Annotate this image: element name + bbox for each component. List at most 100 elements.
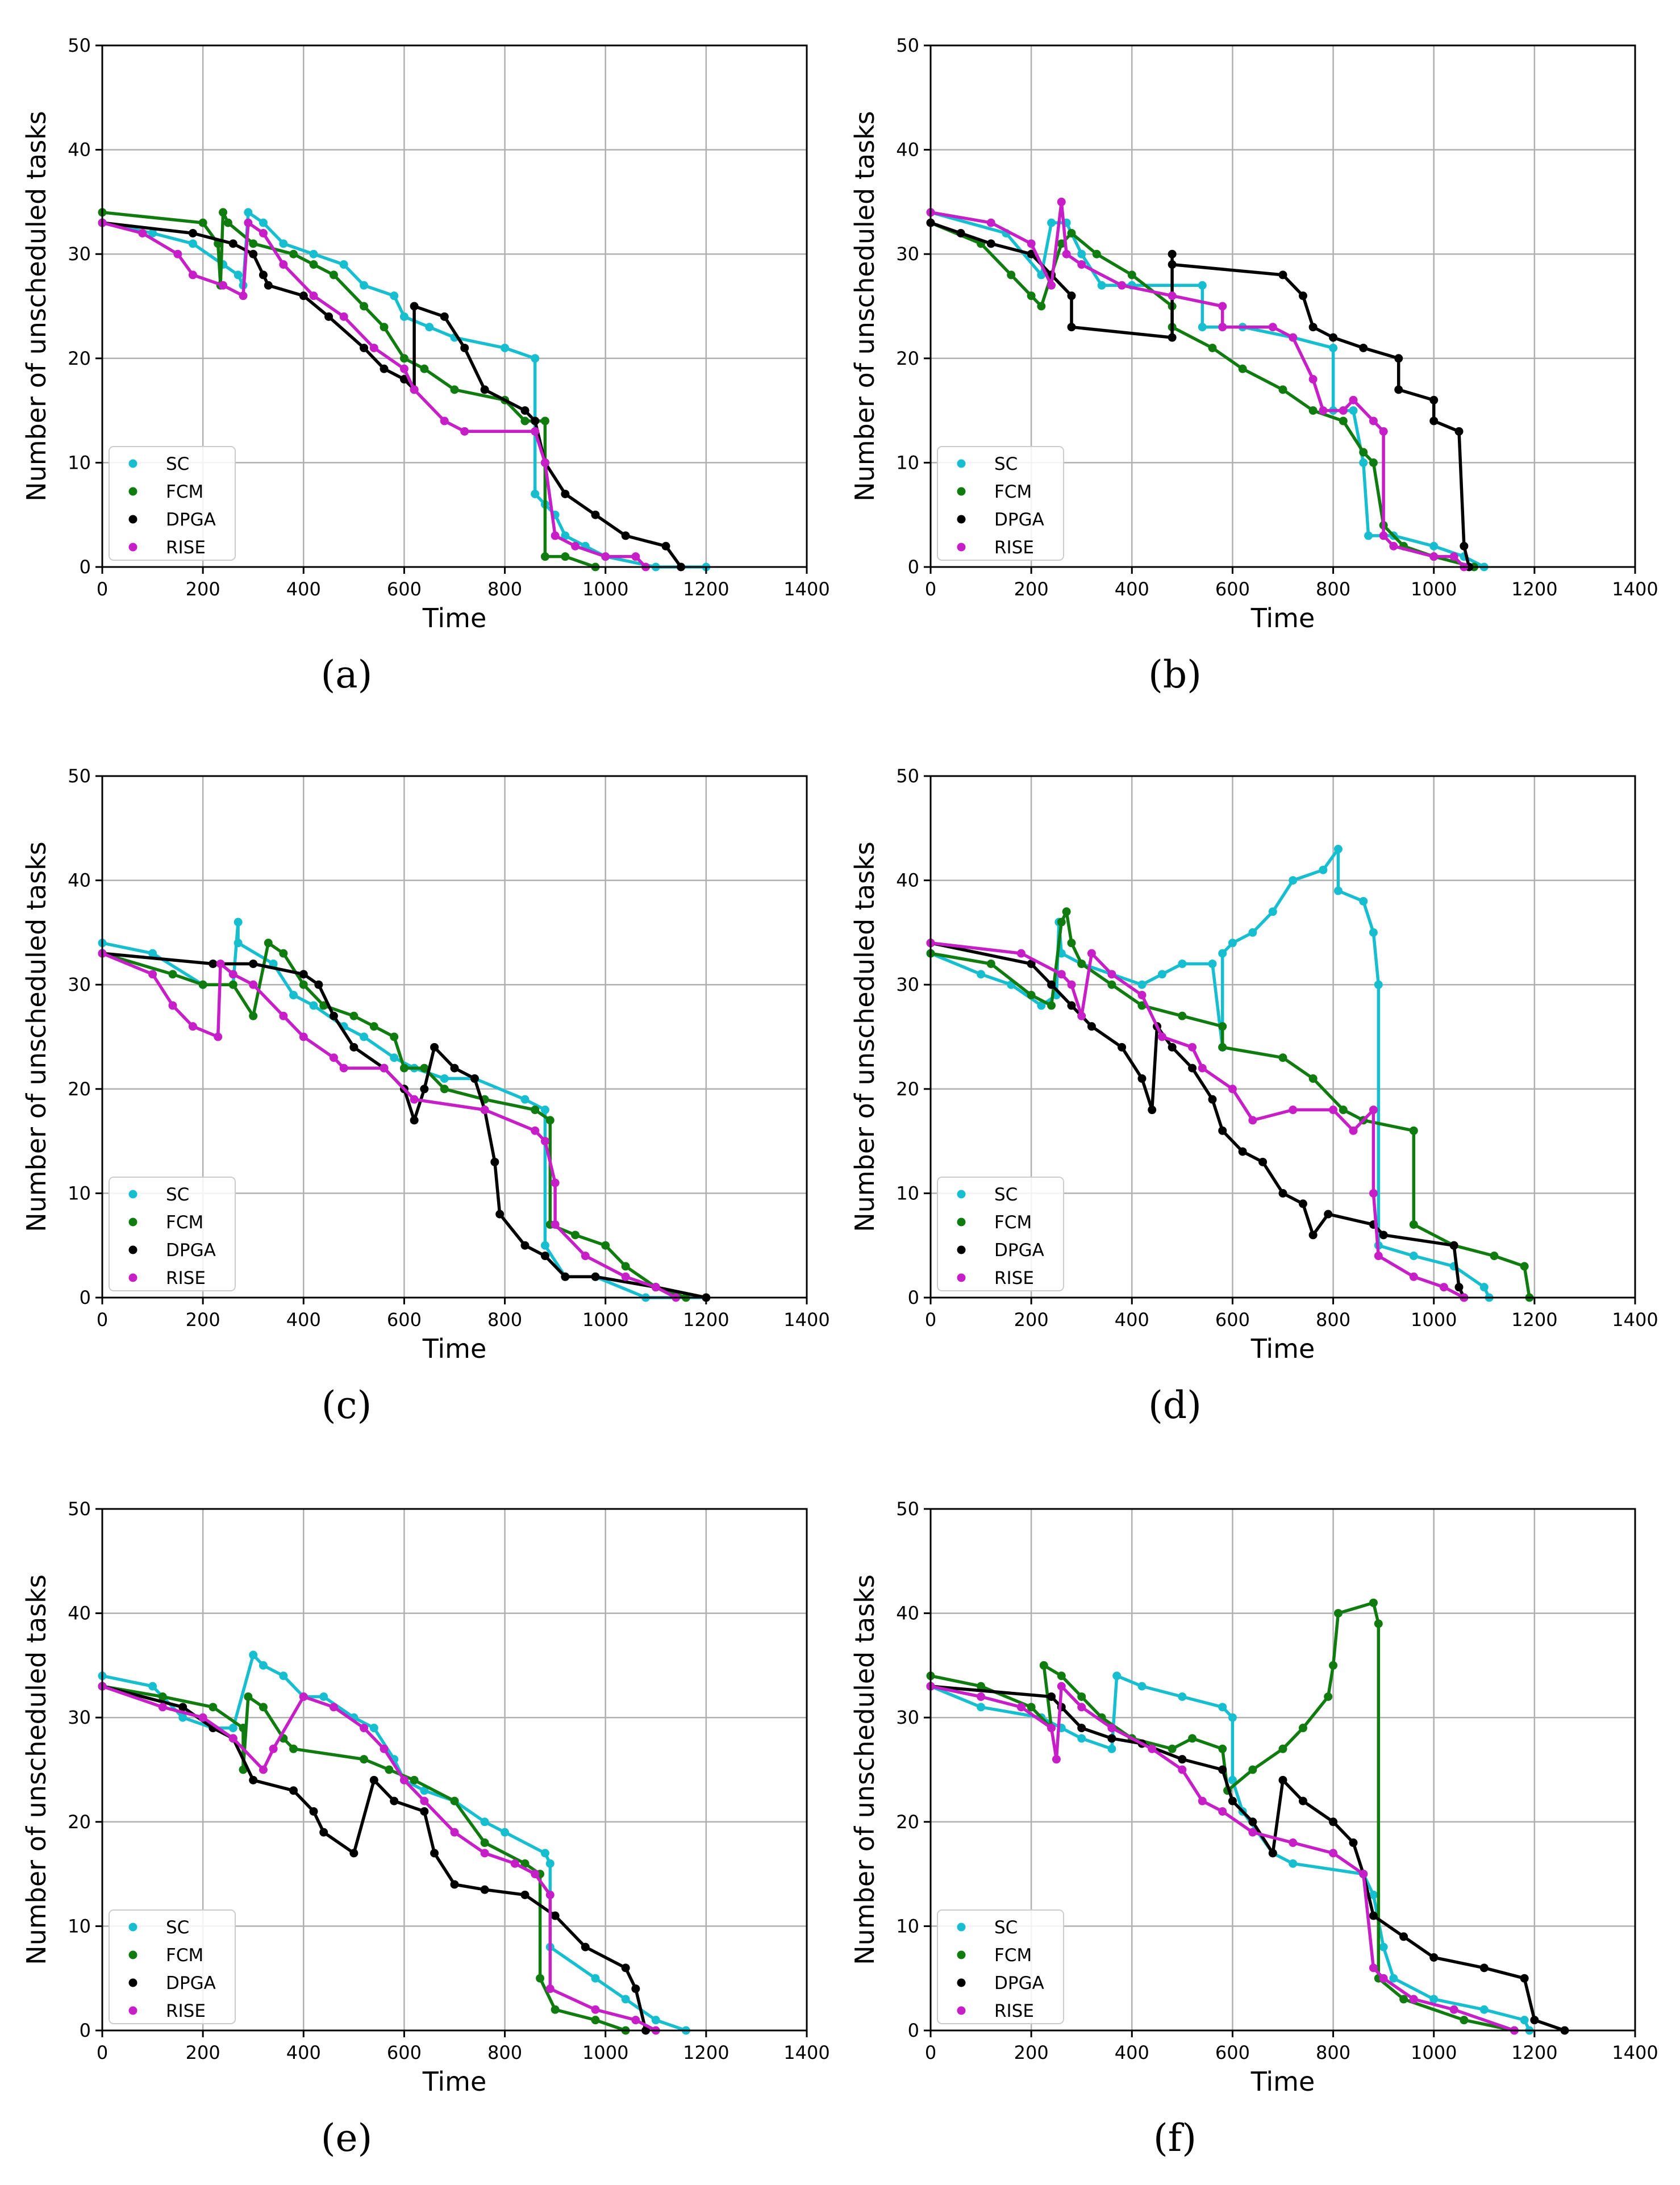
data-point-rise xyxy=(1268,323,1277,332)
x-tick-label: 600 xyxy=(387,578,422,600)
data-point-dpga xyxy=(1460,541,1469,551)
x-tick-label: 0 xyxy=(97,2042,108,2063)
data-point-rise xyxy=(1389,541,1398,551)
y-tick-label: 50 xyxy=(68,1498,91,1520)
data-point-rise xyxy=(545,1890,555,1899)
data-point-sc xyxy=(591,1974,600,1983)
data-point-fcm xyxy=(410,1775,419,1784)
data-point-sc xyxy=(1112,1671,1122,1681)
legend-box xyxy=(109,1909,236,2024)
data-point-fcm xyxy=(1057,918,1066,927)
data-point-rise xyxy=(531,427,540,436)
data-point-rise xyxy=(1379,427,1388,436)
data-point-fcm xyxy=(289,1744,298,1753)
data-point-fcm xyxy=(540,416,549,426)
data-point-sc xyxy=(309,1001,318,1010)
chart-panel-f: 0 200 400 600 800 1000 1200 1400 0 10 20 30 40 50 Time… xyxy=(849,1498,1658,2160)
x-tick-label: 400 xyxy=(1115,1309,1149,1331)
data-point-rise xyxy=(621,1272,630,1281)
data-point-fcm xyxy=(360,1755,369,1764)
legend-marker-dpga xyxy=(128,1245,137,1254)
data-point-rise xyxy=(1057,197,1066,206)
data-point-rise xyxy=(1077,1703,1086,1712)
data-point-dpga xyxy=(1168,1043,1177,1052)
y-axis-label: Number of unscheduled tasks xyxy=(21,1574,52,1965)
data-point-sc xyxy=(178,1713,187,1722)
data-point-sc xyxy=(1319,865,1328,874)
data-point-rise xyxy=(1168,291,1177,301)
data-point-rise xyxy=(1218,323,1227,332)
data-point-dpga xyxy=(329,1011,338,1020)
x-tick-label: 1200 xyxy=(1511,1309,1557,1331)
data-point-dpga xyxy=(1298,1796,1307,1805)
data-point-rise xyxy=(309,291,318,301)
data-point-sc xyxy=(360,1032,369,1041)
data-point-fcm xyxy=(259,1703,268,1712)
series-line-rise xyxy=(930,941,1465,1299)
legend-label-sc: SC xyxy=(166,454,189,474)
data-point-rise xyxy=(1107,970,1116,979)
legend-marker-rise xyxy=(957,1273,966,1282)
x-tick-label: 1000 xyxy=(1411,578,1457,600)
x-tick-label: 1400 xyxy=(783,578,829,600)
data-point-dpga xyxy=(188,228,197,237)
data-point-rise xyxy=(531,1870,540,1879)
y-tick-label: 20 xyxy=(896,1078,919,1100)
data-point-fcm xyxy=(198,980,207,989)
data-point-sc xyxy=(1520,2016,1529,2025)
data-point-fcm xyxy=(1308,1074,1318,1083)
x-tick-label: 600 xyxy=(387,1309,422,1331)
data-point-sc xyxy=(520,1095,530,1104)
data-point-fcm xyxy=(1278,1053,1287,1062)
data-point-fcm xyxy=(1339,416,1348,426)
legend-label-fcm: FCM xyxy=(994,1212,1032,1233)
data-point-sc xyxy=(360,281,369,290)
data-point-dpga xyxy=(1278,270,1287,280)
data-point-dpga xyxy=(1429,416,1439,426)
data-point-fcm xyxy=(1047,1001,1056,1010)
data-point-rise xyxy=(977,1692,986,1701)
data-point-fcm xyxy=(399,354,408,363)
data-point-fcm xyxy=(1067,228,1076,237)
data-point-rise xyxy=(1379,1974,1388,1983)
data-point-sc xyxy=(1077,1734,1086,1743)
data-point-fcm xyxy=(1490,1252,1499,1261)
legend-marker-rise xyxy=(957,2006,966,2015)
data-point-sc xyxy=(1228,1775,1237,1784)
data-point-sc xyxy=(1359,896,1368,906)
data-point-rise xyxy=(1349,1126,1358,1135)
data-point-dpga xyxy=(1278,1189,1287,1198)
x-tick-label: 800 xyxy=(487,2042,522,2063)
data-point-rise xyxy=(216,959,225,968)
data-point-dpga xyxy=(1298,291,1307,301)
data-point-fcm xyxy=(480,1838,489,1848)
data-point-dpga xyxy=(1349,1838,1358,1848)
data-point-fcm xyxy=(1308,406,1318,415)
legend-box xyxy=(937,446,1064,561)
y-tick-label: 50 xyxy=(896,765,919,787)
data-point-fcm xyxy=(1027,1703,1036,1712)
data-point-rise xyxy=(551,1178,560,1187)
panel-label: (b) xyxy=(1148,653,1202,697)
data-point-dpga xyxy=(1027,249,1036,258)
data-point-rise xyxy=(1118,281,1127,290)
data-point-dpga xyxy=(986,239,995,248)
x-tick-label: 0 xyxy=(925,578,936,600)
data-point-rise xyxy=(545,1984,555,1994)
x-tick-label: 800 xyxy=(487,1309,522,1331)
data-point-dpga xyxy=(520,1241,530,1250)
data-point-fcm xyxy=(450,385,459,394)
data-point-rise xyxy=(581,1252,590,1261)
legend-label-rise: RISE xyxy=(166,537,206,558)
data-point-sc xyxy=(1333,845,1343,854)
data-point-rise xyxy=(279,1011,288,1020)
x-tick-label: 1400 xyxy=(1612,578,1658,600)
data-point-fcm xyxy=(1092,249,1101,258)
data-point-sc xyxy=(440,1074,449,1083)
y-tick-label: 0 xyxy=(80,1287,91,1308)
x-tick-label: 400 xyxy=(1115,578,1149,600)
legend-box xyxy=(937,1177,1064,1291)
x-tick-label: 200 xyxy=(1014,1309,1049,1331)
data-point-dpga xyxy=(460,343,469,352)
data-point-rise xyxy=(1329,1849,1338,1858)
